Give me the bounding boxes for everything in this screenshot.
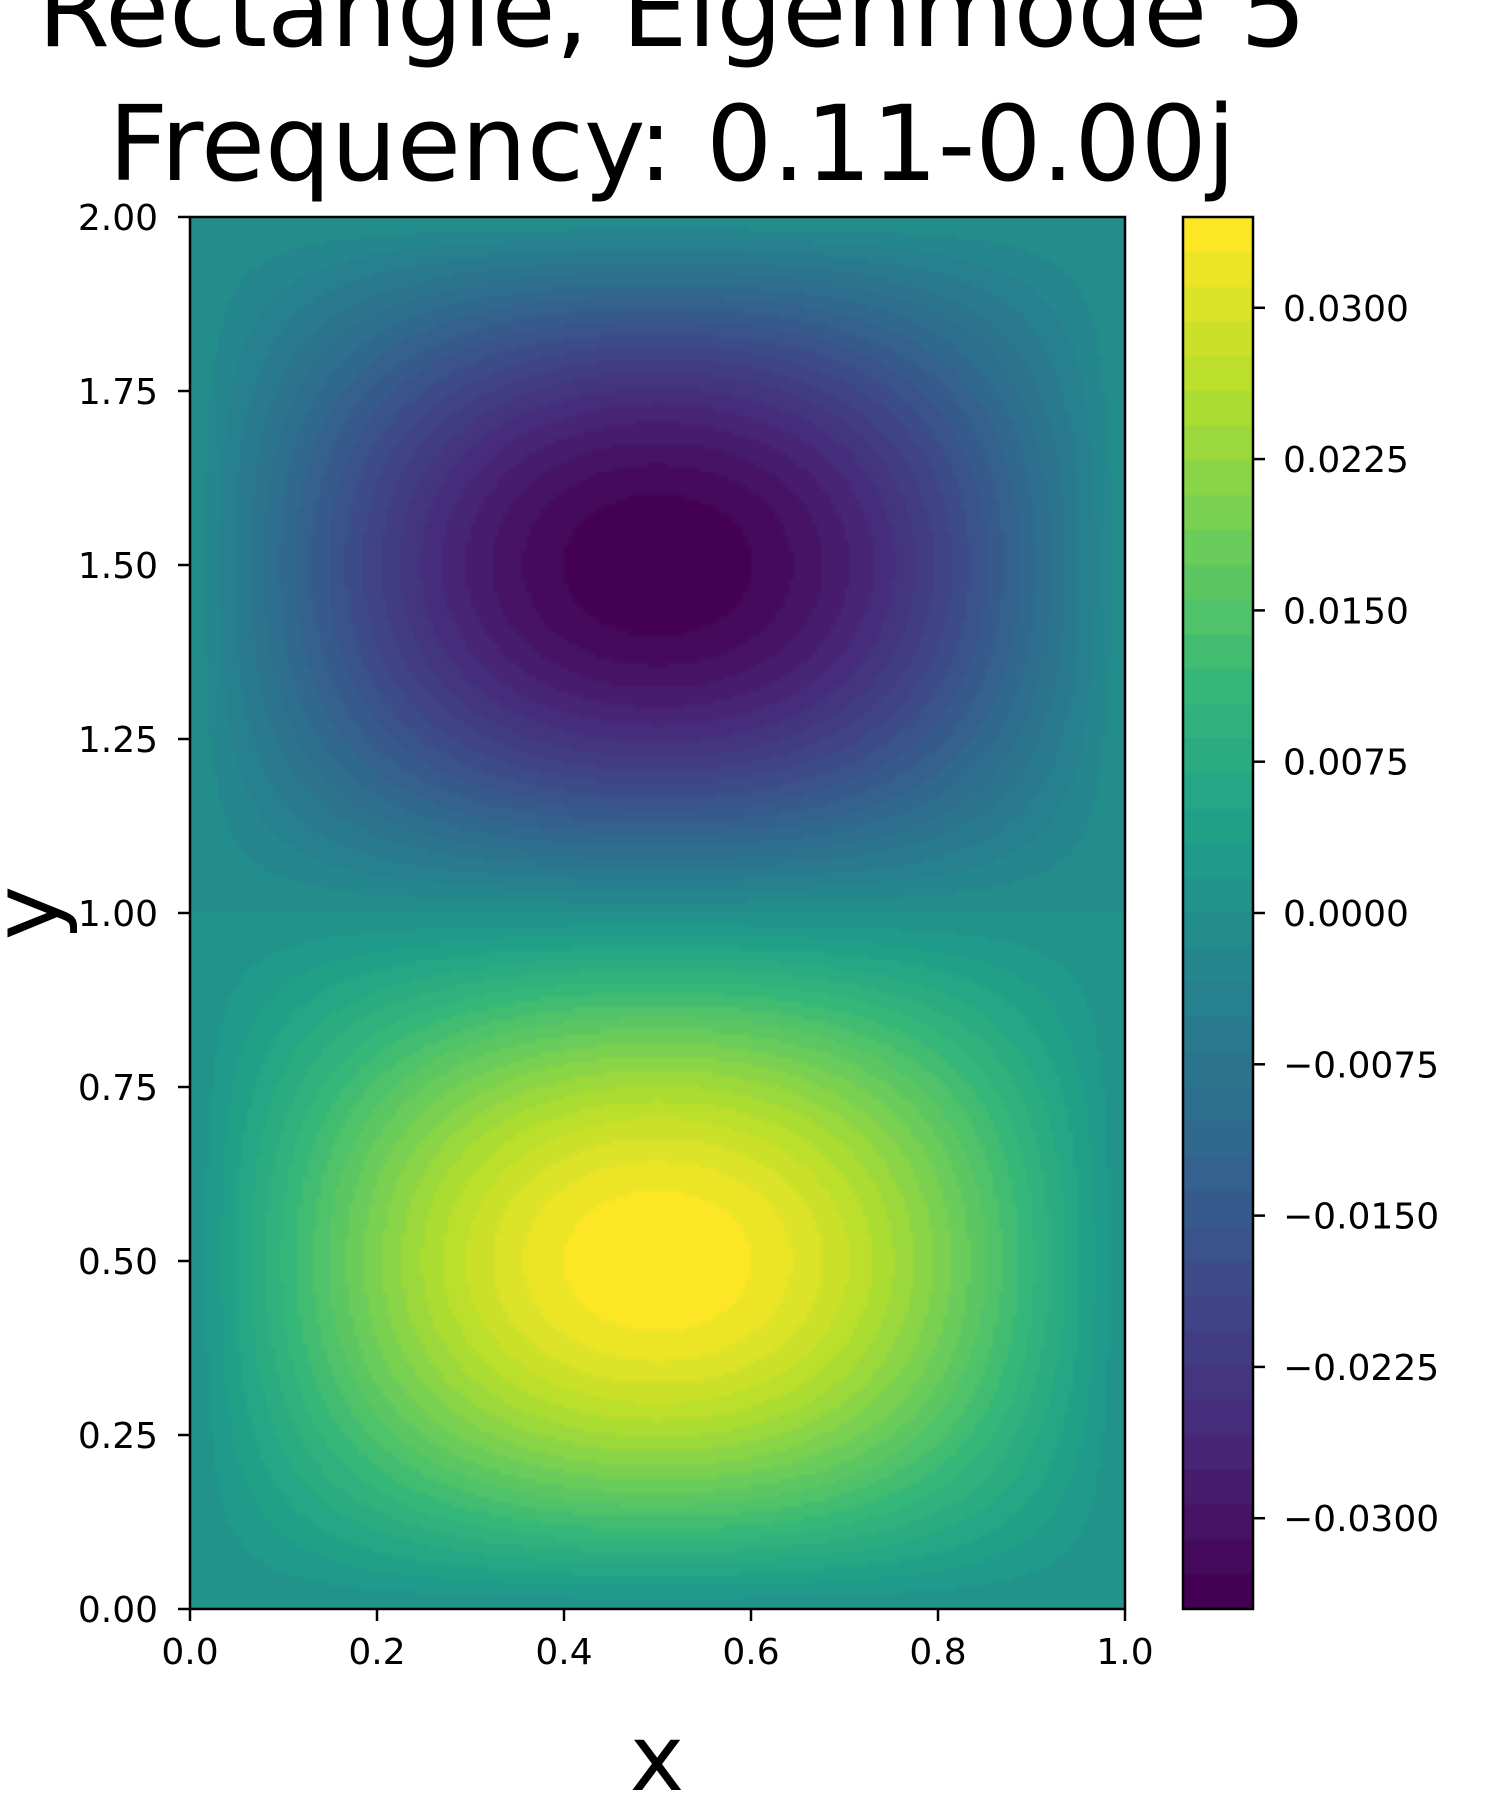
plot-area xyxy=(188,215,1127,1611)
y-tick-label: 0.75 xyxy=(78,1068,158,1109)
colorbar-tick-label: −0.0300 xyxy=(1283,1499,1439,1540)
y-tick-label: 1.25 xyxy=(78,720,158,761)
y-tick-label: 0.25 xyxy=(78,1416,158,1457)
y-tick-label: 2.00 xyxy=(78,198,158,239)
y-tick-label: 1.75 xyxy=(78,372,158,413)
colorbar-gradient xyxy=(1183,217,1253,1609)
y-tick-label: 1.50 xyxy=(78,546,158,587)
y-tick-label: 0.00 xyxy=(78,1590,158,1631)
x-axis: 0.0 0.2 0.4 0.6 0.8 1.0 xyxy=(161,1609,1154,1673)
colorbar-tick-label: 0.0075 xyxy=(1283,743,1409,784)
y-axis-label: y xyxy=(0,886,80,940)
x-axis-label: x xyxy=(630,1705,684,1800)
title-line-1: Rectangle, Eigenmode 5 xyxy=(38,0,1307,71)
colorbar-tick-label: 0.0000 xyxy=(1283,894,1409,935)
colorbar-axis: 0.0300 0.0225 0.0150 0.0075 0.0000 −0.0075 −0.… xyxy=(1253,289,1439,1540)
colorbar-tick-label: −0.0075 xyxy=(1283,1045,1439,1086)
x-tick-label: 0.6 xyxy=(722,1632,779,1673)
x-tick-label: 0.2 xyxy=(348,1632,405,1673)
colorbar-tick-label: −0.0150 xyxy=(1283,1197,1439,1238)
title-line-2: Frequency: 0.11-0.00j xyxy=(108,83,1235,205)
contour-field xyxy=(190,217,1125,1609)
y-tick-label: 1.00 xyxy=(78,894,158,935)
colorbar-tick-label: −0.0225 xyxy=(1283,1348,1439,1389)
y-axis: 0.00 0.25 0.50 0.75 1.00 1.25 1.50 1.75 2.00 xyxy=(78,198,190,1631)
y-tick-label: 0.50 xyxy=(78,1242,158,1283)
x-tick-label: 0.0 xyxy=(161,1632,218,1673)
chart-title: Rectangle, Eigenmode 5 Frequency: 0.11-0… xyxy=(38,0,1307,205)
x-tick-label: 0.8 xyxy=(909,1632,966,1673)
x-tick-label: 1.0 xyxy=(1096,1632,1153,1673)
colorbar-tick-label: 0.0300 xyxy=(1283,289,1409,330)
colorbar-tick-label: 0.0225 xyxy=(1283,440,1409,481)
colorbar: 0.0300 0.0225 0.0150 0.0075 0.0000 −0.0075 −0.… xyxy=(1181,215,1439,1611)
x-tick-label: 0.4 xyxy=(535,1632,592,1673)
colorbar-tick-label: 0.0150 xyxy=(1283,591,1409,632)
